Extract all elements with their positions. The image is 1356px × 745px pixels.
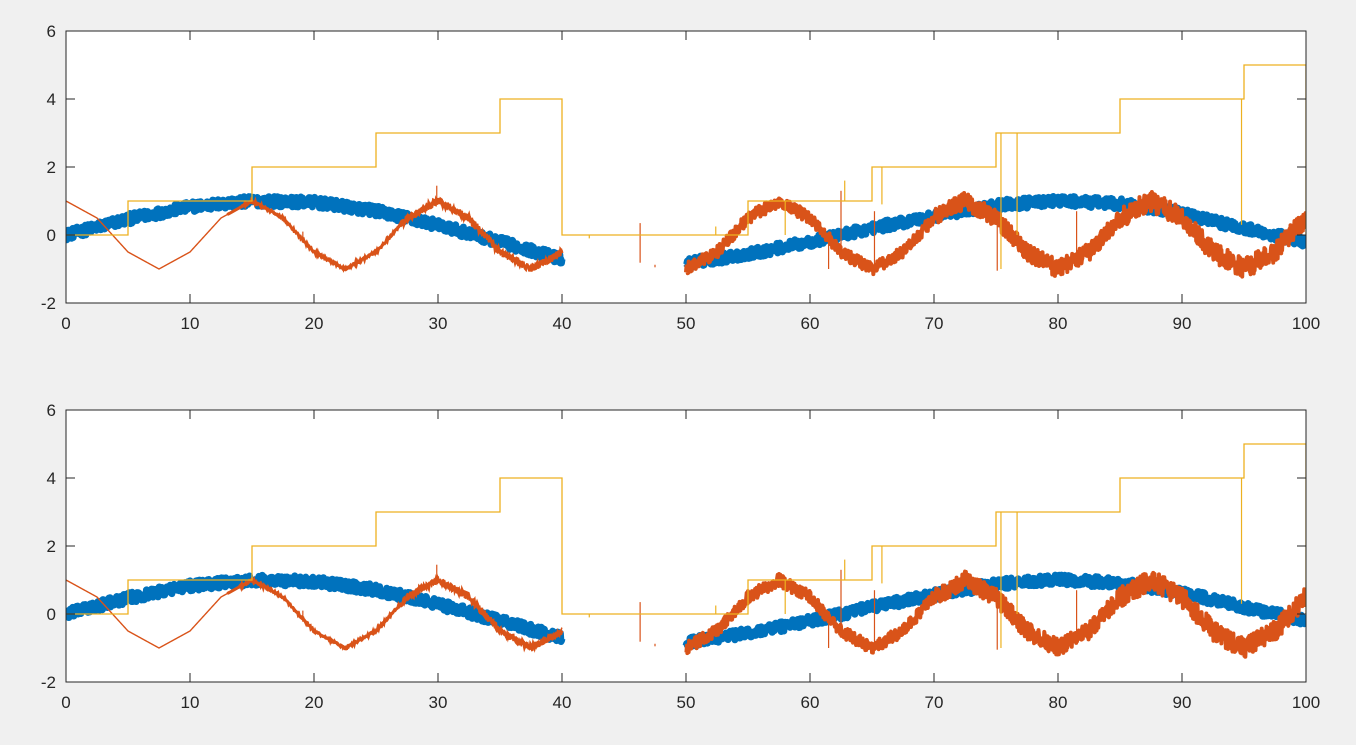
y-tick-label: 2 (47, 158, 56, 177)
y-tick-label: 0 (47, 226, 56, 245)
x-tick-label: 20 (305, 314, 324, 333)
x-tick-label: 40 (553, 693, 572, 712)
series-line-segment (684, 190, 1306, 279)
series-line-segment (683, 192, 1306, 271)
x-tick-label: 10 (181, 693, 200, 712)
x-tick-label: 20 (305, 693, 324, 712)
x-tick-label: 50 (677, 693, 696, 712)
step-line (66, 64, 1306, 236)
x-tick-label: 50 (677, 314, 696, 333)
y-tick-label: 4 (47, 469, 56, 488)
x-tick-label: 30 (429, 693, 448, 712)
series-0 (66, 192, 1306, 271)
x-tick-label: 60 (801, 693, 820, 712)
x-tick-label: 0 (61, 693, 70, 712)
x-tick-label: 70 (925, 314, 944, 333)
y-tick-label: 2 (47, 537, 56, 556)
subplot-top[interactable]: 0 10 20 30 40 50 60 70 80 90 100 -2 0 2 4 6 (41, 22, 1320, 333)
y-tick-label: 6 (47, 401, 56, 420)
x-tick-label: 60 (801, 314, 820, 333)
x-tick-label: 90 (1173, 693, 1192, 712)
x-tick-label: 40 (553, 314, 572, 333)
subplot-bottom[interactable]: 0 10 20 30 40 50 60 70 80 90 100 -2 0 2 4 6 (41, 401, 1320, 712)
series-2 (66, 443, 1306, 648)
x-tick-label: 100 (1292, 314, 1320, 333)
x-tick-label: 100 (1292, 693, 1320, 712)
series-line-segment (66, 193, 566, 267)
x-tick-label: 30 (429, 314, 448, 333)
x-tick-label: 80 (1049, 314, 1068, 333)
y-tick-label: -2 (41, 294, 56, 313)
plot-area (66, 443, 1306, 659)
y-tick-label: 4 (47, 90, 56, 109)
series-2 (66, 64, 1306, 269)
step-line (66, 443, 1306, 615)
y-tick-label: 0 (47, 605, 56, 624)
x-tick-label: 10 (181, 314, 200, 333)
series-line-segment (226, 194, 564, 273)
series-line-segment (226, 573, 564, 653)
x-tick-label: 0 (61, 314, 70, 333)
series-1 (66, 564, 1306, 659)
x-tick-label: 90 (1173, 314, 1192, 333)
plot-area (66, 64, 1306, 279)
y-tick-label: -2 (41, 673, 56, 692)
y-tick-label: 6 (47, 22, 56, 41)
series-line-segment (684, 569, 1306, 659)
x-tick-label: 70 (925, 693, 944, 712)
x-tick-label: 80 (1049, 693, 1068, 712)
